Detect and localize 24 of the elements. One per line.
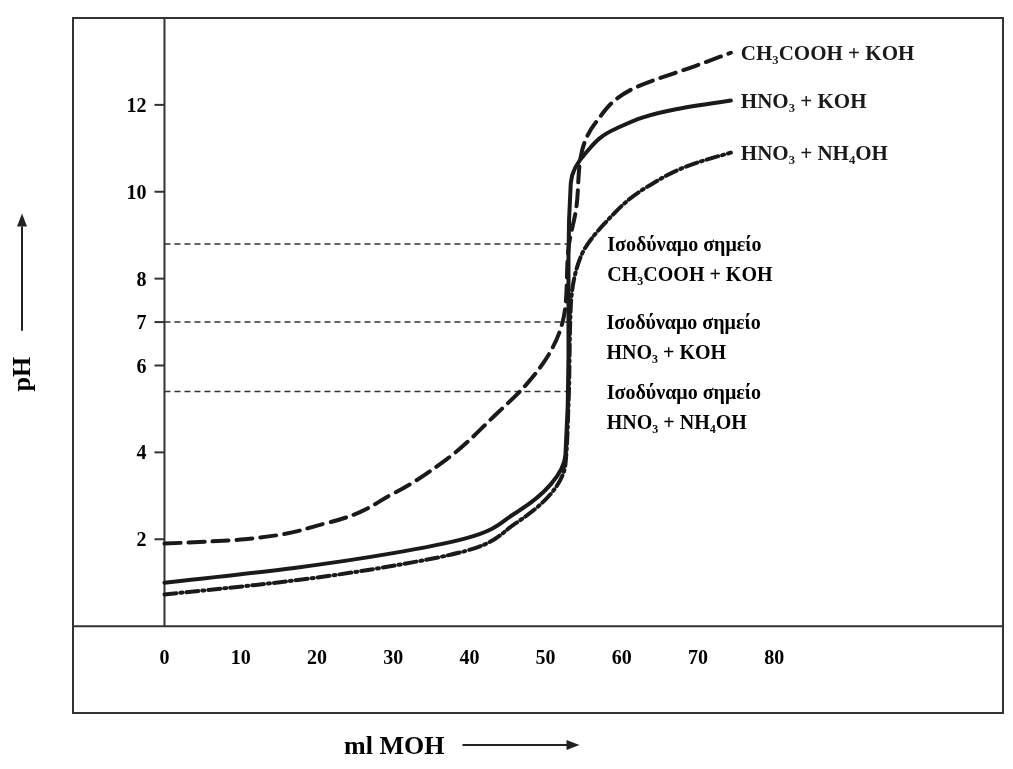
- x-tick-label: 0: [159, 646, 170, 669]
- x-tick-label: 20: [306, 646, 327, 669]
- y-tick-label: 4: [136, 441, 147, 464]
- x-tick-label: 50: [535, 646, 556, 669]
- series-label: HNO₃ + NH₄OH: [740, 140, 888, 165]
- series-label: HNO₃ + KOH: [740, 88, 867, 113]
- x-tick-label: 70: [688, 646, 709, 669]
- x-tick-label: 30: [383, 646, 404, 669]
- y-tick-label: 8: [136, 267, 147, 290]
- y-tick-label: 7: [136, 311, 147, 334]
- x-tick-label: 60: [611, 646, 632, 669]
- ref-line-label: Ισοδύναμο σημείο CH₃COOH + KOH: [607, 232, 773, 285]
- ref-line-label: Ισοδύναμο σημείο HNO₃ + NH₄OH: [606, 380, 761, 433]
- x-tick-label: 80: [764, 646, 785, 669]
- y-tick-label: 10: [126, 180, 147, 203]
- x-axis-title: ml MOH: [344, 731, 445, 760]
- y-tick-label: 6: [136, 354, 147, 377]
- x-tick-label: 40: [459, 646, 480, 669]
- y-axis-title: pH: [7, 356, 36, 392]
- ref-line-label: Ισοδύναμο σημείο HNO₃ + KOH: [606, 311, 761, 364]
- x-tick-label: 10: [230, 646, 251, 669]
- y-tick-label: 2: [136, 528, 147, 551]
- y-tick-label: 12: [126, 93, 147, 116]
- series-label: CH₃COOH + KOH: [740, 40, 915, 65]
